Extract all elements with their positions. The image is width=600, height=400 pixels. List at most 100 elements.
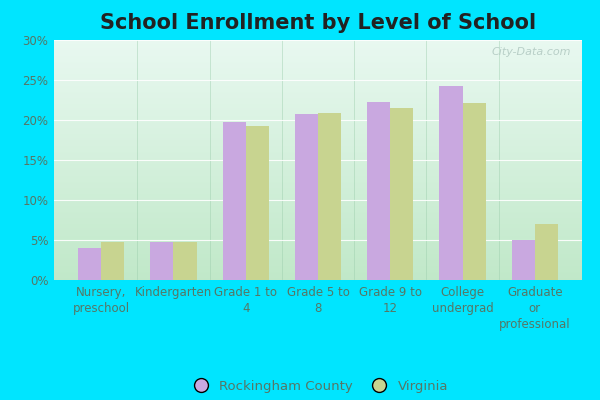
Bar xyxy=(54,119,582,120)
Bar xyxy=(54,110,582,111)
Bar xyxy=(54,232,582,233)
Bar xyxy=(54,42,582,44)
Bar xyxy=(54,213,582,214)
Bar xyxy=(54,214,582,215)
Bar xyxy=(54,269,582,270)
Bar xyxy=(54,88,582,89)
Bar xyxy=(54,216,582,218)
Bar xyxy=(54,77,582,78)
Bar xyxy=(54,92,582,93)
Bar xyxy=(54,220,582,221)
Bar xyxy=(54,100,582,101)
Bar xyxy=(54,44,582,45)
Bar xyxy=(54,194,582,195)
Bar xyxy=(54,172,582,173)
Bar xyxy=(295,114,318,280)
Bar xyxy=(54,41,582,42)
Bar xyxy=(54,260,582,261)
Bar xyxy=(54,254,582,255)
Bar xyxy=(54,113,582,114)
Bar xyxy=(54,189,582,190)
Bar xyxy=(54,222,582,224)
Bar xyxy=(54,114,582,116)
Bar xyxy=(54,111,582,112)
Bar xyxy=(54,167,582,168)
Bar xyxy=(54,256,582,257)
Bar xyxy=(54,74,582,75)
Bar xyxy=(54,195,582,196)
Bar xyxy=(54,156,582,158)
Bar xyxy=(367,102,390,280)
Bar xyxy=(54,161,582,162)
Bar xyxy=(54,82,582,83)
Bar xyxy=(54,278,582,279)
Bar xyxy=(54,69,582,70)
Bar xyxy=(54,246,582,248)
Legend: Rockingham County, Virginia: Rockingham County, Virginia xyxy=(182,375,454,398)
Bar xyxy=(54,116,582,117)
Bar xyxy=(54,276,582,278)
Bar xyxy=(390,108,413,280)
Bar xyxy=(54,105,582,106)
Bar xyxy=(54,52,582,53)
Bar xyxy=(54,268,582,269)
Bar xyxy=(54,112,582,113)
Bar xyxy=(54,207,582,208)
Bar xyxy=(54,221,582,222)
Bar xyxy=(54,255,582,256)
Bar xyxy=(54,230,582,231)
Bar xyxy=(54,173,582,174)
Bar xyxy=(54,152,582,153)
Bar xyxy=(54,228,582,230)
Bar xyxy=(78,248,101,280)
Bar xyxy=(54,146,582,147)
Bar xyxy=(54,131,582,132)
Bar xyxy=(173,242,197,280)
Bar xyxy=(54,64,582,65)
Bar xyxy=(54,174,582,176)
Bar xyxy=(246,126,269,280)
Bar xyxy=(54,250,582,251)
Bar xyxy=(54,90,582,92)
Bar xyxy=(54,208,582,209)
Bar xyxy=(54,226,582,227)
Bar xyxy=(54,120,582,122)
Title: School Enrollment by Level of School: School Enrollment by Level of School xyxy=(100,13,536,33)
Bar xyxy=(54,78,582,80)
Bar xyxy=(54,166,582,167)
Bar xyxy=(54,89,582,90)
Bar xyxy=(54,62,582,63)
Bar xyxy=(54,96,582,98)
Bar xyxy=(54,257,582,258)
Bar xyxy=(54,101,582,102)
Bar xyxy=(54,93,582,94)
Bar xyxy=(223,122,246,280)
Bar xyxy=(54,143,582,144)
Bar xyxy=(54,159,582,160)
Bar xyxy=(54,185,582,186)
Bar xyxy=(54,124,582,125)
Bar xyxy=(54,191,582,192)
Bar xyxy=(54,117,582,118)
Bar xyxy=(150,242,173,280)
Bar xyxy=(54,72,582,74)
Bar xyxy=(54,176,582,177)
Bar xyxy=(54,142,582,143)
Bar xyxy=(54,224,582,225)
Bar xyxy=(54,170,582,171)
Bar xyxy=(318,113,341,280)
Bar xyxy=(54,118,582,119)
Bar xyxy=(54,182,582,183)
Bar xyxy=(54,40,582,41)
Bar xyxy=(54,160,582,161)
Bar xyxy=(54,272,582,273)
Bar xyxy=(54,267,582,268)
Bar xyxy=(54,204,582,206)
Bar xyxy=(54,123,582,124)
Bar xyxy=(54,183,582,184)
Bar xyxy=(54,186,582,188)
Bar xyxy=(54,46,582,47)
Bar xyxy=(54,149,582,150)
Bar xyxy=(54,263,582,264)
Bar xyxy=(54,84,582,86)
